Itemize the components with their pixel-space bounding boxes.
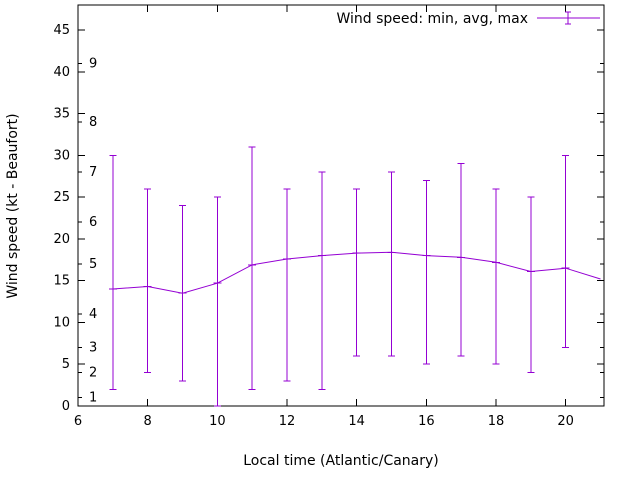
x-tick-label: 14: [348, 414, 365, 429]
y-tick-label: 0: [62, 399, 70, 414]
beaufort-label: 1: [89, 391, 97, 406]
beaufort-label: 6: [89, 215, 97, 230]
plot-generated-content: 6 8 10 12 14 16 18 2005101520253035404512345678…: [53, 4, 605, 429]
y-tick-label: 30: [53, 148, 70, 163]
y-tick-label: 10: [53, 315, 70, 330]
beaufort-label: 3: [89, 341, 97, 356]
x-tick-label: 6: [74, 414, 82, 429]
x-tick-label: 12: [279, 414, 296, 429]
x-tick-label: 10: [209, 414, 226, 429]
legend-label: Wind speed: min, avg, max: [336, 11, 528, 27]
beaufort-label: 8: [89, 115, 97, 130]
x-axis-label: Local time (Atlantic/Canary): [243, 453, 439, 469]
x-tick-label: 8: [144, 414, 152, 429]
x-tick-label: 20: [557, 414, 574, 429]
plot-border: [77, 4, 605, 407]
beaufort-label: 9: [89, 56, 97, 71]
x-tick-label: 18: [488, 414, 505, 429]
y-tick-label: 40: [53, 65, 70, 80]
x-tick-label: 16: [418, 414, 435, 429]
y-tick-label: 25: [53, 190, 70, 205]
y-tick-label: 20: [53, 232, 70, 247]
beaufort-label: 7: [89, 165, 97, 180]
y-tick-label: 35: [53, 107, 70, 122]
beaufort-label: 2: [89, 366, 97, 381]
beaufort-label: 5: [89, 257, 97, 272]
y-tick-label: 5: [62, 357, 70, 372]
y-axis-label: Wind speed (kt - Beaufort): [5, 113, 21, 298]
y-tick-label: 45: [53, 23, 70, 38]
beaufort-label: 4: [89, 307, 97, 322]
avg-line: [112, 251, 601, 294]
y-tick-label: 15: [53, 274, 70, 289]
